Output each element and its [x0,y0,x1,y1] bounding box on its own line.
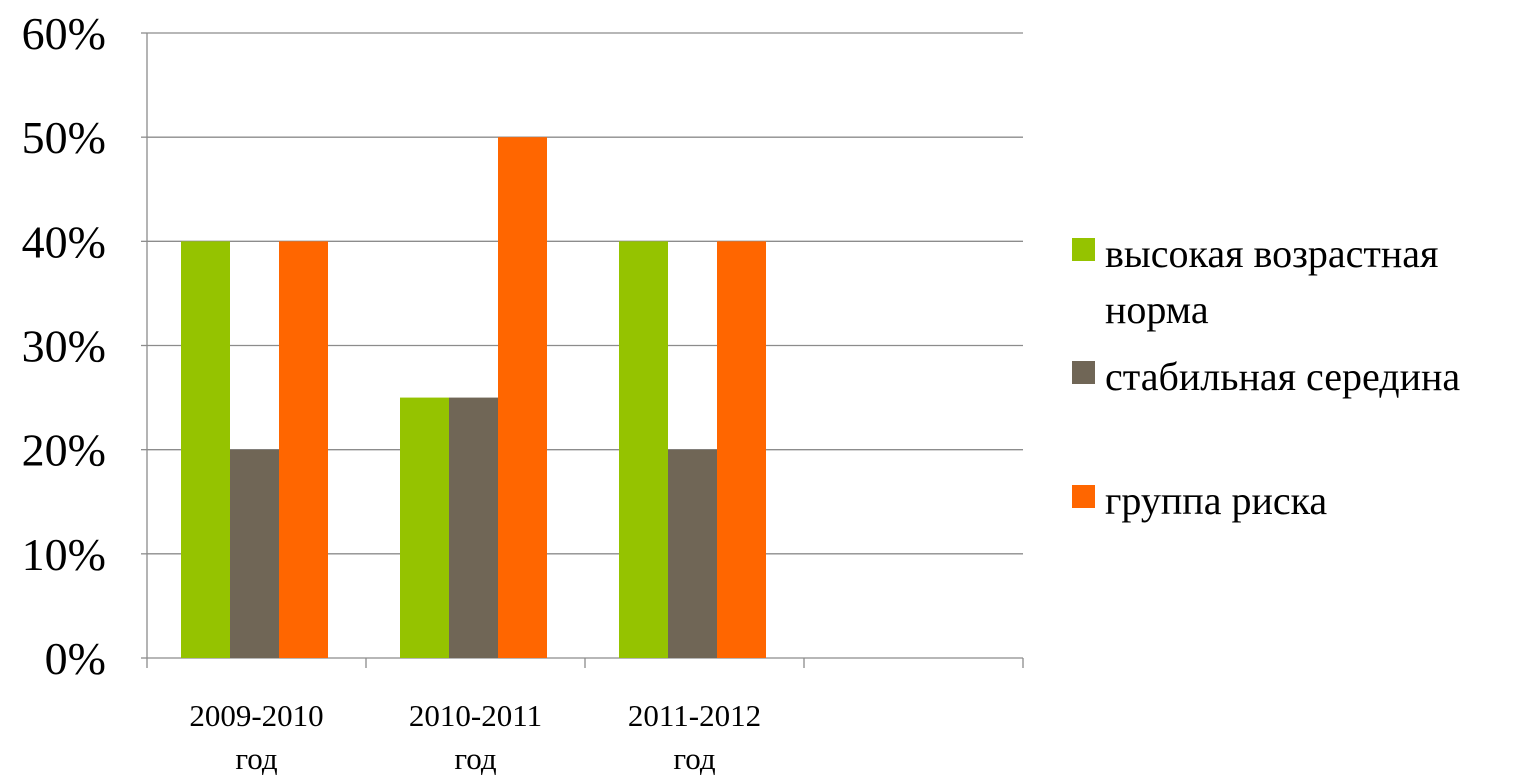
legend-swatch [1072,238,1095,261]
x-tick-label: год [673,741,716,776]
legend-label: высокая возрастная [1105,231,1438,276]
bar [717,241,766,659]
bar [181,241,230,659]
bar [449,397,498,658]
x-tick-label: год [454,741,497,776]
y-tick-label: 40% [22,216,106,267]
y-axis: 0% 10% 20% 30% 40% 50% 60% [22,8,148,684]
x-axis: 2009-2010 год 2010-2011 год 2011-2012 год [146,657,1024,776]
bar [619,241,668,659]
legend-label: норма [1105,287,1209,332]
x-tick-label: 2011-2012 [628,698,761,733]
bars [181,137,766,659]
y-tick-label: 60% [22,8,106,59]
y-tick-label: 50% [22,112,106,163]
legend-label: стабильная середина [1105,354,1460,399]
y-tick-label: 0% [45,633,106,684]
y-tick-label: 10% [22,529,106,580]
x-tick-label: 2009-2010 [189,698,323,733]
legend-label: группа риска [1105,478,1327,523]
bar [498,137,547,658]
bar [279,241,328,659]
legend: высокая возрастная норма стабильная середи… [1072,231,1460,523]
bar [230,449,279,658]
legend-swatch [1072,485,1095,508]
bar [400,397,449,658]
x-tick-label: 2010-2011 [409,698,542,733]
legend-swatch [1072,361,1095,384]
x-tick-label: год [235,741,278,776]
bar [668,449,717,658]
y-tick-label: 20% [22,425,106,476]
y-tick-label: 30% [22,321,106,372]
